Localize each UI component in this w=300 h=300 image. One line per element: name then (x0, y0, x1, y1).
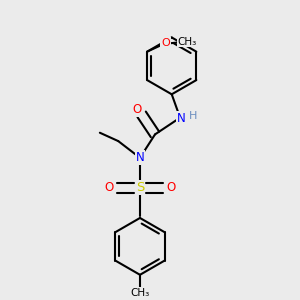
Text: N: N (177, 112, 185, 125)
Text: O: O (161, 38, 170, 48)
Text: N: N (136, 151, 144, 164)
Text: O: O (132, 103, 142, 116)
Text: O: O (166, 182, 176, 194)
Text: CH₃: CH₃ (130, 288, 150, 298)
Text: H: H (189, 111, 197, 121)
Text: O: O (105, 182, 114, 194)
Text: S: S (136, 182, 144, 194)
Text: CH₃: CH₃ (178, 37, 197, 46)
